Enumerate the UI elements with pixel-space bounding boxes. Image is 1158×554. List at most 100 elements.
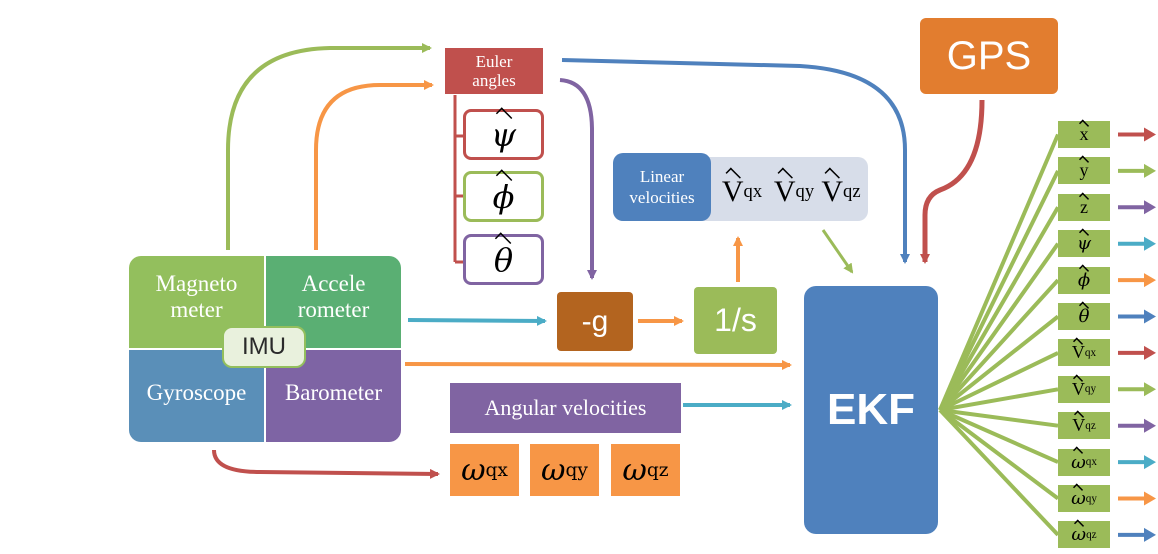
- theta-symbol: θ: [493, 240, 514, 279]
- omega-qx-box: ω qx: [450, 444, 519, 496]
- euler-to-ekf-arrow: [561, 58, 910, 264]
- output-symbol: ψ: [1076, 233, 1092, 255]
- output-box: θ: [1058, 303, 1110, 330]
- vqy-letter: V: [773, 175, 796, 208]
- output-arrowhead: [1144, 163, 1156, 178]
- linear-to-ekf-arrow: [821, 229, 854, 274]
- output-arrowhead: [1144, 527, 1156, 542]
- gyro-to-omega-arrow: [212, 449, 440, 479]
- vqz-letter: V: [821, 175, 844, 208]
- theta-box: θ: [463, 234, 544, 285]
- output-box: ω qx: [1058, 448, 1110, 476]
- linear-velocities-block: Linear velocities: [613, 153, 711, 221]
- output-arrowhead: [1144, 309, 1156, 324]
- output-symbol: ω: [1071, 451, 1086, 473]
- euler-to-neg-g-arrow: [559, 78, 597, 280]
- output-subscript: qy: [1085, 492, 1097, 505]
- fan-line: [938, 242, 1060, 412]
- output-symbol: ω: [1071, 488, 1086, 509]
- output-subscript: qz: [1086, 528, 1097, 541]
- gps-to-ekf-arrow: [920, 99, 985, 264]
- fan-line: [939, 387, 1059, 412]
- output-symbol: ϕ: [1077, 269, 1091, 291]
- neg-g-label: -g: [581, 304, 609, 338]
- fan-line: [938, 278, 1060, 412]
- phi-box: ϕ: [463, 171, 544, 222]
- phi-symbol: ϕ: [492, 177, 515, 216]
- imu-center-label: IMU: [222, 326, 306, 368]
- fan-line: [938, 133, 1060, 411]
- integrator-label: 1/s: [714, 302, 757, 338]
- baro-to-ekf-arrow: [404, 359, 792, 370]
- ekf-block: EKF: [804, 286, 938, 534]
- output-box: ψ: [1058, 230, 1110, 258]
- output-box: x: [1058, 121, 1110, 148]
- output-symbol: θ: [1078, 306, 1090, 327]
- vqy-sub: qy: [795, 181, 815, 202]
- gps-block: GPS: [920, 18, 1058, 94]
- omega-qx-letter: ω: [461, 452, 486, 488]
- euler-angles-block: Euler angles: [445, 48, 543, 94]
- output-subscript: qz: [1085, 419, 1096, 432]
- imu-label: IMU: [242, 333, 286, 360]
- omega-qz-letter: ω: [622, 452, 647, 488]
- mag-to-euler-arrow: [226, 43, 432, 250]
- fan-line: [938, 314, 1060, 412]
- angular-velocities-block: Angular velocities: [450, 383, 681, 433]
- output-arrows: [1118, 127, 1156, 542]
- output-symbol: ω: [1071, 524, 1087, 546]
- integrator-block: 1/s: [694, 287, 777, 354]
- output-arrowhead: [1144, 491, 1156, 506]
- output-subscript: qx: [1085, 456, 1097, 469]
- euler-angles-label: Euler angles: [472, 52, 516, 90]
- fan-line: [938, 206, 1060, 412]
- output-box: ω qz: [1058, 521, 1110, 549]
- vqx-letter: V: [721, 175, 744, 208]
- fan-line: [938, 408, 1060, 537]
- output-subscript: qy: [1084, 383, 1097, 396]
- accelerometer-label: Accele rometer: [297, 271, 370, 322]
- vqx-sub: qx: [743, 181, 763, 202]
- output-arrowhead: [1144, 273, 1156, 288]
- output-box: z: [1058, 193, 1110, 221]
- gps-label: GPS: [946, 33, 1032, 78]
- fan-line: [939, 351, 1059, 412]
- output-arrowhead: [1144, 382, 1156, 397]
- accel-to-neg-g-arrow: [407, 315, 547, 326]
- output-box: ϕ: [1058, 266, 1110, 294]
- omega-qy-letter: ω: [541, 452, 566, 488]
- output-symbol: z: [1080, 196, 1088, 217]
- omega-qy-sub: qy: [565, 459, 588, 481]
- psi-box: ψ: [463, 109, 544, 160]
- fan-line: [939, 408, 1059, 428]
- psi-symbol: ψ: [490, 115, 517, 154]
- output-arrowhead: [1144, 418, 1156, 433]
- fan-line: [939, 408, 1059, 464]
- output-symbol: V: [1071, 342, 1085, 363]
- output-symbol: x: [1079, 124, 1089, 144]
- output-arrowhead: [1144, 127, 1156, 142]
- barometer-label: Barometer: [284, 380, 383, 405]
- gyroscope-label: Gyroscope: [146, 380, 247, 405]
- fan-line: [938, 170, 1060, 411]
- angular-velocities-label: Angular velocities: [484, 395, 647, 420]
- output-symbol: V: [1071, 378, 1085, 399]
- output-box: y: [1058, 157, 1110, 185]
- output-arrowhead: [1144, 236, 1156, 251]
- omega-qx-sub: qx: [485, 459, 508, 481]
- ekf-output-fan: [938, 133, 1060, 537]
- linear-velocities-label: Linear velocities: [629, 167, 695, 207]
- fan-line: [938, 408, 1060, 501]
- magnetometer-label: Magneto meter: [155, 271, 238, 322]
- output-symbol: y: [1079, 160, 1089, 181]
- ekf-label: EKF: [827, 385, 915, 434]
- output-arrowhead: [1144, 200, 1156, 215]
- output-symbol: V: [1072, 415, 1086, 436]
